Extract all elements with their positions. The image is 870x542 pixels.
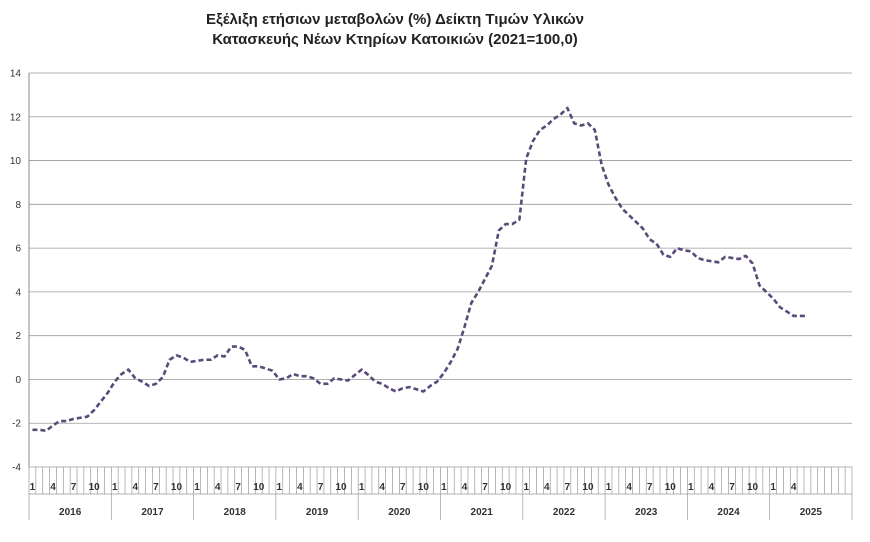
x-month-label: 1 xyxy=(194,482,200,493)
y-tick-label: 14 xyxy=(10,69,22,80)
chart-title-line-1: Εξέλιξη ετήσιων μεταβολών (%) Δείκτη Τιμ… xyxy=(206,11,584,28)
x-month-label: 4 xyxy=(791,482,797,493)
x-month-label: 1 xyxy=(277,482,283,493)
x-month-label: 7 xyxy=(153,482,159,493)
x-year-label: 2017 xyxy=(141,507,164,518)
x-month-label: 1 xyxy=(688,482,694,493)
x-month-label: 7 xyxy=(482,482,488,493)
x-month-label: 7 xyxy=(647,482,653,493)
y-tick-label: 2 xyxy=(15,331,21,342)
x-month-label: 1 xyxy=(770,482,776,493)
x-month-label: 10 xyxy=(171,482,183,493)
x-month-label: 1 xyxy=(112,482,118,493)
x-month-label: 10 xyxy=(89,482,101,493)
y-tick-label: -4 xyxy=(12,463,21,474)
x-year-label: 2025 xyxy=(800,507,823,518)
x-year-label: 2023 xyxy=(635,507,658,518)
x-month-label: 1 xyxy=(30,482,36,493)
x-month-label: 4 xyxy=(709,482,715,493)
x-month-label: 10 xyxy=(335,482,347,493)
x-month-label: 10 xyxy=(253,482,265,493)
y-tick-label: 0 xyxy=(15,375,21,386)
y-tick-label: 10 xyxy=(10,156,22,167)
x-month-label: 10 xyxy=(418,482,430,493)
x-month-label: 10 xyxy=(582,482,594,493)
x-year-label: 2022 xyxy=(553,507,576,518)
x-month-label: 7 xyxy=(71,482,77,493)
x-year-label: 2019 xyxy=(306,507,329,518)
x-year-label: 2018 xyxy=(224,507,247,518)
y-tick-label: -2 xyxy=(12,419,21,430)
x-month-label: 4 xyxy=(626,482,632,493)
y-tick-label: 12 xyxy=(10,112,22,123)
x-month-label: 10 xyxy=(500,482,512,493)
chart-title-line-2: Κατασκευής Νέων Κτηρίων Κατοικιών (2021=… xyxy=(212,31,578,48)
x-year-label: 2020 xyxy=(388,507,411,518)
x-month-label: 4 xyxy=(544,482,550,493)
x-month-label: 1 xyxy=(359,482,365,493)
x-month-label: 1 xyxy=(606,482,612,493)
y-tick-label: 6 xyxy=(15,244,21,255)
y-axis-tick-labels: -4 -2 0 2 4 6 8 10 12 14 xyxy=(10,69,22,474)
x-month-label: 4 xyxy=(133,482,139,493)
x-year-label: 2024 xyxy=(717,507,740,518)
x-month-label: 4 xyxy=(215,482,221,493)
x-month-label: 1 xyxy=(441,482,447,493)
x-month-label: 7 xyxy=(318,482,324,493)
x-month-label: 10 xyxy=(747,482,759,493)
x-month-label: 1 xyxy=(523,482,529,493)
x-month-label: 10 xyxy=(665,482,677,493)
series-line-path xyxy=(32,106,808,433)
x-month-label: 4 xyxy=(297,482,303,493)
y-tick-label: 4 xyxy=(15,287,21,298)
x-month-label: 7 xyxy=(565,482,571,493)
x-month-label: 7 xyxy=(235,482,241,493)
x-month-label: 4 xyxy=(379,482,385,493)
grid-lines xyxy=(29,72,852,468)
x-month-label: 7 xyxy=(729,482,735,493)
x-month-label: 4 xyxy=(462,482,468,493)
x-month-label: 7 xyxy=(400,482,406,493)
x-year-label: 2016 xyxy=(59,507,82,518)
series-line xyxy=(32,106,808,433)
x-year-label: 2021 xyxy=(471,507,494,518)
x-month-label: 4 xyxy=(50,482,56,493)
y-tick-label: 8 xyxy=(15,200,21,211)
chart-title: Εξέλιξη ετήσιων μεταβολών (%) Δείκτη Τιμ… xyxy=(0,10,790,50)
